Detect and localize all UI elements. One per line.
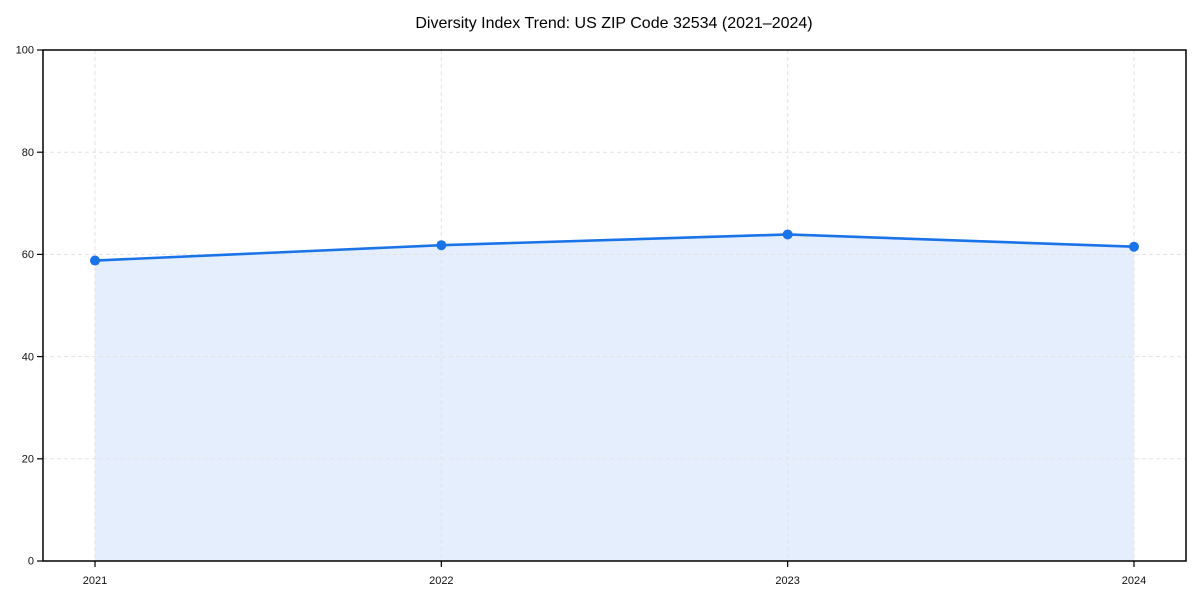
y-tick-label: 100 <box>16 45 34 57</box>
x-tick-label: 2023 <box>775 575 799 587</box>
data-point-2021 <box>90 255 101 266</box>
trend-line <box>93 233 1136 262</box>
y-tick-label: 60 <box>22 249 34 261</box>
data-point-2022 <box>436 240 447 251</box>
data-point-2023 <box>782 229 793 240</box>
chart-title: Diversity Index Trend: US ZIP Code 32534… <box>415 15 812 32</box>
y-tick-label: 20 <box>22 454 34 466</box>
x-tick-label: 2022 <box>429 575 453 587</box>
axes-border <box>42 49 1187 562</box>
area-fill <box>95 234 1134 561</box>
x-tick-label: 2021 <box>83 575 107 587</box>
y-tick-label: 40 <box>22 351 34 363</box>
y-tick-label: 80 <box>22 147 34 159</box>
y-tick-label: 0 <box>28 556 34 568</box>
plot-layers: 0 20 40 60 80 100 2021 2022 2023 2024 <box>16 45 1187 587</box>
data-point-2024 <box>1128 241 1139 252</box>
x-tick-label: 2024 <box>1122 575 1146 587</box>
